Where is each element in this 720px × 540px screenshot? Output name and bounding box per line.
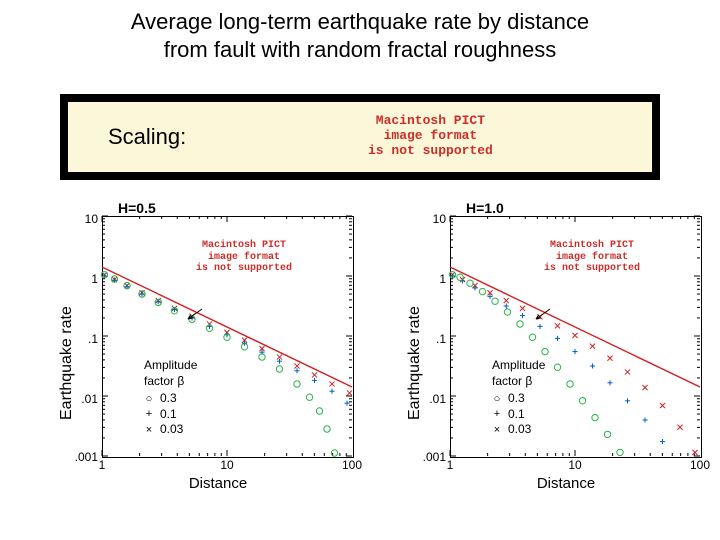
- legend-row: ○0.3: [492, 391, 545, 407]
- title-line-2: from fault with random fractal roughness: [164, 37, 557, 62]
- legend-row: ×0.03: [144, 422, 197, 438]
- xtick-label: 10: [568, 458, 581, 472]
- ytick-label: .001: [416, 450, 446, 464]
- x-axis-label-left: Distance: [68, 475, 368, 492]
- legend-right: Amplitude factor β ○0.3 +0.1 ×0.03: [492, 358, 545, 438]
- left-chart-title: H=0.5: [118, 200, 156, 216]
- title-line-1: Average long-term earthquake rate by dis…: [131, 9, 589, 34]
- x-axis-label-right: Distance: [416, 475, 716, 492]
- slide-title: Average long-term earthquake rate by dis…: [0, 8, 720, 63]
- legend-row: ×0.03: [492, 422, 545, 438]
- legend-left: Amplitude factor β ○0.3 +0.1 ×0.03: [144, 358, 197, 438]
- xtick-label: 100: [690, 458, 710, 472]
- xtick-label: 1: [447, 458, 454, 472]
- ytick-label: .001: [68, 450, 98, 464]
- xtick-label: 100: [342, 458, 362, 472]
- pict-unsupported-right: Macintosh PICT image format is not suppo…: [544, 240, 640, 275]
- right-chart: H=1.0 10 1 .1 .01 .001 1 10 100 Distance…: [416, 200, 716, 490]
- ytick-label: 10: [68, 212, 98, 226]
- ytick-label: .1: [68, 332, 98, 346]
- ytick-label: 1: [416, 272, 446, 286]
- scaling-band: Scaling: Macintosh PICT image format is …: [60, 94, 660, 180]
- right-chart-title: H=1.0: [466, 200, 504, 216]
- scaling-inner: Scaling: Macintosh PICT image format is …: [68, 102, 652, 172]
- legend-row: +0.1: [492, 407, 545, 423]
- slide-root: { "title_l1": "Average long-term earthqu…: [0, 0, 720, 540]
- xtick-label: 1: [99, 458, 106, 472]
- scaling-label: Scaling:: [108, 124, 186, 150]
- ytick-label: .01: [68, 392, 98, 406]
- ytick-label: 10: [416, 212, 446, 226]
- legend-row: ○0.3: [144, 391, 197, 407]
- pict-unsupported-left: Macintosh PICT image format is not suppo…: [196, 240, 292, 275]
- ytick-label: .01: [416, 392, 446, 406]
- legend-header: Amplitude factor β: [492, 358, 545, 389]
- xtick-label: 10: [220, 458, 233, 472]
- ytick-label: .1: [416, 332, 446, 346]
- left-chart: H=0.5 10 1 .1 .01 .001 1 10 100 Distance…: [68, 200, 368, 490]
- legend-header: Amplitude factor β: [144, 358, 197, 389]
- legend-row: +0.1: [144, 407, 197, 423]
- pict-unsupported-scaling: Macintosh PICT image format is not suppo…: [368, 114, 493, 159]
- ytick-label: 1: [68, 272, 98, 286]
